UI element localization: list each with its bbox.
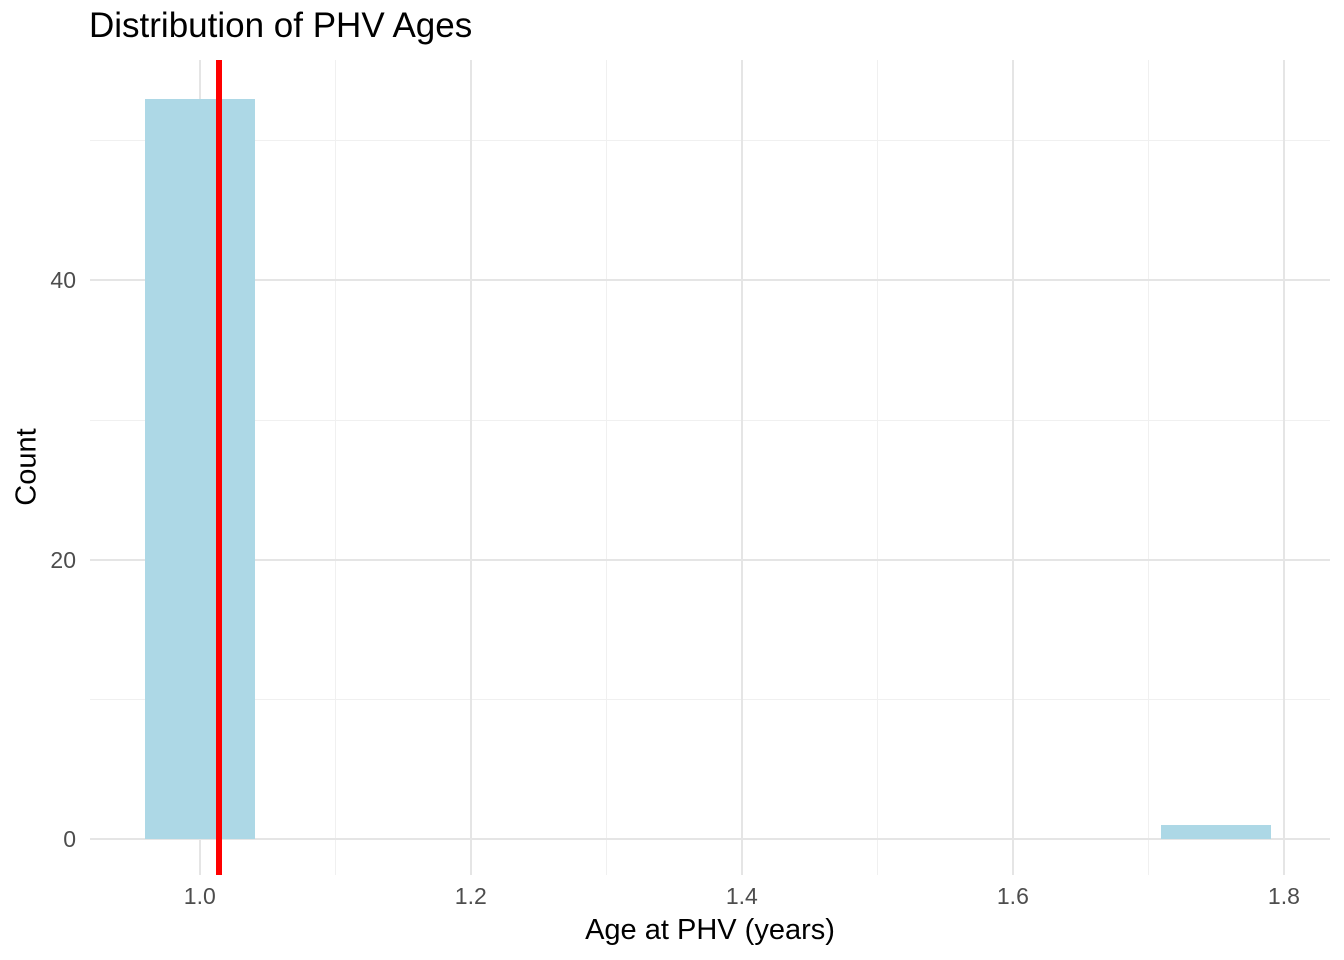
y-major-gridline <box>90 558 1330 561</box>
y-minor-gridline <box>90 419 1330 421</box>
x-major-gridline <box>469 60 472 875</box>
x-tick-label: 1.2 <box>454 883 487 909</box>
mean-vline <box>215 60 222 875</box>
x-major-gridline <box>1011 60 1014 875</box>
y-minor-gridline <box>90 698 1330 700</box>
histogram-bar <box>1161 824 1272 839</box>
x-tick-label: 1.4 <box>725 883 758 909</box>
x-major-gridline <box>740 60 743 875</box>
histogram-bar <box>144 99 255 839</box>
x-tick-label: 1.6 <box>996 883 1029 909</box>
y-tick-label: 0 <box>63 825 76 852</box>
x-minor-gridline <box>605 60 607 875</box>
y-tick-label: 20 <box>50 546 76 573</box>
x-minor-gridline <box>334 60 336 875</box>
plot-panel <box>90 60 1330 875</box>
x-minor-gridline <box>1147 60 1149 875</box>
chart-title: Distribution of PHV Ages <box>89 6 473 45</box>
x-major-gridline <box>1282 60 1285 875</box>
x-minor-gridline <box>876 60 878 875</box>
y-tick-label: 40 <box>50 267 76 294</box>
x-axis-title: Age at PHV (years) <box>585 914 835 946</box>
y-axis-title: Count <box>10 428 43 506</box>
x-tick-label: 1.8 <box>1267 883 1300 909</box>
y-major-gridline <box>90 837 1330 840</box>
y-major-gridline <box>90 279 1330 282</box>
y-minor-gridline <box>90 140 1330 142</box>
x-tick-label: 1.0 <box>183 883 216 909</box>
